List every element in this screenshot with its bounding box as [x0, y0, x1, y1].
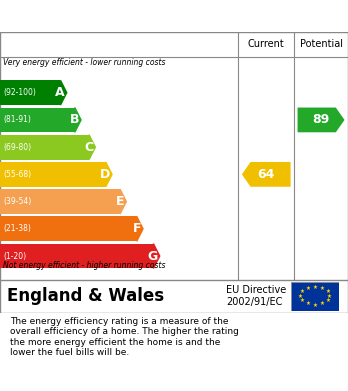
Text: (69-80): (69-80)	[3, 143, 32, 152]
Text: B: B	[70, 113, 79, 126]
Text: Very energy efficient - lower running costs: Very energy efficient - lower running co…	[3, 58, 166, 67]
Bar	[0, 244, 153, 269]
Text: F: F	[133, 222, 141, 235]
Text: 89: 89	[313, 113, 330, 126]
Text: A: A	[55, 86, 65, 99]
Text: Potential: Potential	[300, 39, 342, 49]
Polygon shape	[137, 217, 143, 241]
Polygon shape	[75, 108, 81, 132]
Text: ★: ★	[327, 294, 332, 299]
Text: C: C	[85, 141, 94, 154]
Text: ★: ★	[325, 298, 330, 303]
Text: EU Directive
2002/91/EC: EU Directive 2002/91/EC	[226, 285, 286, 307]
Text: The energy efficiency rating is a measure of the
overall efficiency of a home. T: The energy efficiency rating is a measur…	[10, 317, 239, 357]
Bar	[0, 135, 89, 160]
Text: England & Wales: England & Wales	[7, 287, 164, 305]
Text: (92-100): (92-100)	[3, 88, 36, 97]
Text: D: D	[100, 168, 110, 181]
Text: (55-68): (55-68)	[3, 170, 32, 179]
Text: (39-54): (39-54)	[3, 197, 32, 206]
Polygon shape	[153, 244, 160, 269]
Polygon shape	[242, 162, 291, 187]
Text: ★: ★	[325, 289, 330, 294]
Text: (1-20): (1-20)	[3, 251, 26, 260]
Bar	[0, 217, 137, 241]
Text: ★: ★	[298, 294, 303, 299]
Text: Energy Efficiency Rating: Energy Efficiency Rating	[5, 7, 253, 25]
Text: ★: ★	[313, 285, 317, 290]
Polygon shape	[106, 162, 112, 187]
Text: ★: ★	[313, 303, 317, 307]
Bar	[0, 80, 61, 105]
Text: ★: ★	[300, 289, 305, 294]
Text: E: E	[116, 195, 125, 208]
Text: ★: ★	[305, 301, 310, 306]
Text: G: G	[148, 249, 158, 262]
Text: (81-91): (81-91)	[3, 115, 31, 124]
Text: ★: ★	[305, 286, 310, 291]
Text: (21-38): (21-38)	[3, 224, 31, 233]
Text: Not energy efficient - higher running costs: Not energy efficient - higher running co…	[3, 261, 166, 270]
Bar	[0, 189, 120, 214]
Text: 64: 64	[258, 168, 275, 181]
Text: ★: ★	[300, 298, 305, 303]
Text: ★: ★	[320, 301, 325, 306]
Text: ★: ★	[320, 286, 325, 291]
Polygon shape	[298, 108, 345, 132]
Polygon shape	[120, 189, 126, 214]
Bar	[0, 108, 75, 132]
Bar	[0, 162, 106, 187]
Text: Current: Current	[248, 39, 285, 49]
Polygon shape	[89, 135, 95, 160]
Polygon shape	[61, 80, 67, 105]
